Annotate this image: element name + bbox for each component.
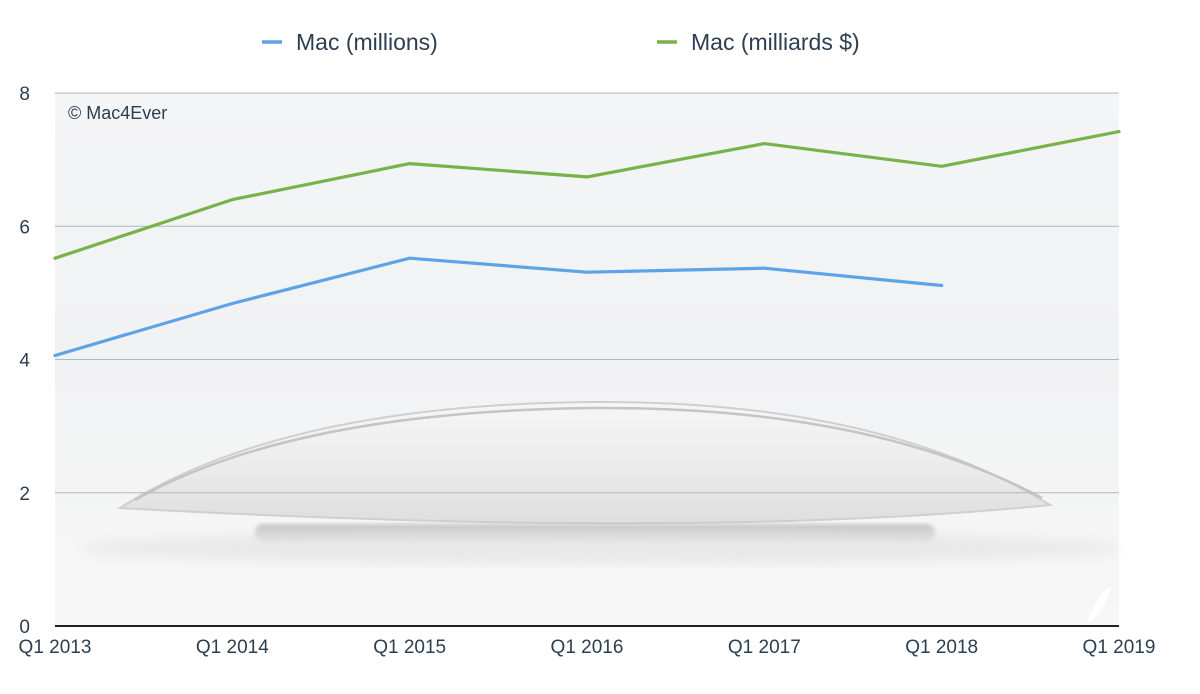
data-point — [408, 256, 412, 260]
data-point — [53, 256, 57, 260]
legend: Mac (millions) Mac (milliards $) — [262, 29, 860, 55]
y-tick-label: 4 — [19, 351, 30, 372]
data-point — [53, 354, 57, 358]
data-point — [1117, 130, 1121, 134]
watermark: © Mac4Ever — [68, 103, 167, 123]
data-point — [585, 270, 589, 274]
x-axis-ticks: Q1 2013 Q1 2014 Q1 2015 Q1 2016 Q1 2017 Q1 20… — [19, 637, 1156, 658]
y-tick-label: 6 — [19, 217, 30, 238]
x-tick-label: Q1 2013 — [19, 637, 92, 658]
data-point — [940, 284, 944, 288]
data-point — [230, 198, 234, 202]
legend-label-0: Mac (millions) — [296, 29, 438, 55]
series-line-0 — [53, 256, 944, 358]
y-axis-ticks: 0 2 4 6 8 — [19, 84, 30, 638]
x-tick-label: Q1 2015 — [373, 637, 446, 658]
y-tick-label: 2 — [19, 484, 30, 505]
x-tick-label: Q1 2014 — [196, 637, 269, 658]
series-lines — [53, 130, 1121, 358]
x-tick-label: Q1 2019 — [1083, 637, 1156, 658]
data-point — [762, 142, 766, 146]
data-point — [940, 164, 944, 168]
y-tick-label: 8 — [19, 84, 30, 105]
data-point — [408, 162, 412, 166]
data-point — [762, 266, 766, 270]
gridlines — [55, 92, 1119, 494]
data-point — [585, 175, 589, 179]
x-tick-label: Q1 2018 — [905, 637, 978, 658]
x-tick-label: Q1 2017 — [728, 637, 801, 658]
legend-label-1: Mac (milliards $) — [691, 29, 860, 55]
x-tick-label: Q1 2016 — [551, 637, 624, 658]
y-tick-label: 0 — [19, 617, 30, 638]
data-point — [230, 302, 234, 306]
